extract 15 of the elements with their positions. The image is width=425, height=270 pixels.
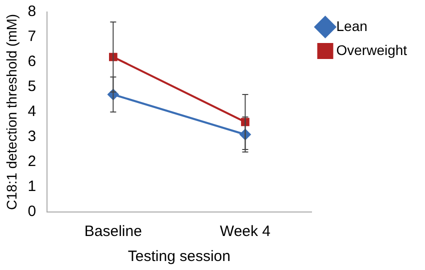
y-tick-label: 5 <box>28 78 36 96</box>
y-tick-label: 3 <box>28 128 36 146</box>
y-tick-label: 2 <box>28 153 36 170</box>
y-axis-title: C18:1 detection threshold (mM) <box>3 14 20 210</box>
y-tick-label: 0 <box>28 203 36 220</box>
y-tick-label: 1 <box>28 178 36 196</box>
y-tick-label: 7 <box>28 28 36 46</box>
y-tick-label: 8 <box>28 3 36 20</box>
x-tick-label: Week 4 <box>220 223 271 240</box>
y-tick-label: 4 <box>28 103 36 120</box>
x-axis-title: Testing session <box>128 248 230 266</box>
legend-label: Overweight <box>336 42 408 58</box>
y-tick-label: 6 <box>28 53 36 70</box>
x-tick-label: Baseline <box>84 223 142 240</box>
legend-label: Lean <box>336 18 368 34</box>
